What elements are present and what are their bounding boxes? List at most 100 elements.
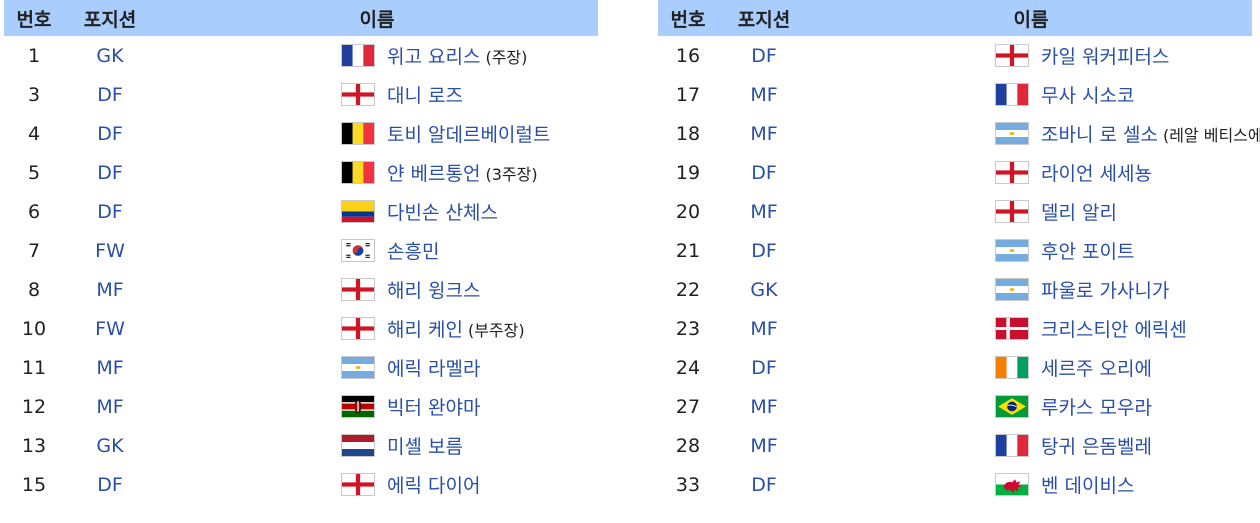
brazil-flag[interactable] — [995, 395, 1029, 418]
player-name-link[interactable]: 토비 알데르베이럴트 — [387, 124, 551, 146]
player-position-link[interactable]: MF — [750, 395, 778, 418]
player-number: 4 — [27, 122, 41, 145]
belgium-flag[interactable] — [341, 161, 375, 184]
player-position-link[interactable]: FW — [95, 317, 125, 340]
denmark-flag[interactable] — [995, 317, 1029, 340]
player-position-link[interactable]: DF — [97, 122, 123, 145]
player-name-link[interactable]: 파울로 가사니가 — [1041, 280, 1170, 302]
england-flag[interactable] — [341, 83, 375, 106]
netherlands-flag[interactable] — [341, 434, 375, 457]
player-position-link[interactable]: MF — [96, 395, 124, 418]
player-name-link[interactable]: 다빈손 산체스 — [387, 202, 498, 224]
player-name-link[interactable]: 위고 요리스 — [387, 46, 481, 68]
argentina-flag[interactable] — [995, 239, 1029, 262]
france-flag[interactable] — [995, 434, 1029, 457]
player-position-link[interactable]: MF — [750, 317, 778, 340]
header-row: 번호 포지션 이름 — [4, 0, 598, 36]
player-name-link[interactable]: 델리 알리 — [1041, 202, 1117, 224]
player-name-link[interactable]: 에릭 라멜라 — [387, 358, 481, 380]
player-position-link[interactable]: GK — [96, 434, 124, 457]
player-position-link[interactable]: GK — [750, 278, 778, 301]
player-number: 22 — [675, 278, 701, 301]
player-row: 17 MF 무사 시소코 — [658, 75, 1252, 114]
player-position-link[interactable]: GK — [96, 44, 124, 67]
player-name-link[interactable]: 얀 베르통언 — [387, 163, 481, 185]
player-name-cell: 다빈손 산체스 — [377, 192, 598, 231]
player-position-link[interactable]: MF — [750, 434, 778, 457]
player-position-link[interactable]: MF — [750, 83, 778, 106]
france-flag[interactable] — [341, 44, 375, 67]
player-name-link[interactable]: 대니 로즈 — [387, 85, 463, 107]
player-name-link[interactable]: 해리 케인 — [387, 319, 463, 341]
player-position-link[interactable]: DF — [97, 161, 123, 184]
player-position-link[interactable]: MF — [750, 200, 778, 223]
player-name-link[interactable]: 해리 윙크스 — [387, 280, 481, 302]
england-flag[interactable] — [995, 200, 1029, 223]
header-name: 이름 — [156, 0, 598, 36]
player-row: 22 GK 파울로 가사니가 — [658, 270, 1252, 309]
nationality-cell — [810, 192, 1031, 231]
player-number: 24 — [675, 356, 701, 379]
wales-flag[interactable] — [995, 473, 1029, 496]
player-name-link[interactable]: 손흥민 — [387, 241, 440, 263]
nationality-cell — [156, 114, 377, 153]
player-position-link[interactable]: DF — [97, 473, 123, 496]
roster-table-left: 번호 포지션 이름 1 GK 위고 요리스 (주장) 3 DF 대니 로즈 4 DF 토비 알데르… — [4, 0, 598, 504]
kenya-flag[interactable] — [341, 395, 375, 418]
player-note: (레알 베티스에서 임대) — [1162, 126, 1260, 145]
header-number: 번호 — [4, 0, 64, 36]
player-position-link[interactable]: DF — [751, 356, 777, 379]
player-name-link[interactable]: 루카스 모우라 — [1041, 397, 1152, 419]
england-flag[interactable] — [341, 473, 375, 496]
player-position-link[interactable]: DF — [751, 239, 777, 262]
player-name-link[interactable]: 라이언 세세뇽 — [1041, 163, 1152, 185]
player-position-link[interactable]: MF — [96, 278, 124, 301]
player-name-cell: 해리 케인 (부주장) — [377, 309, 598, 348]
ivory-coast-flag[interactable] — [995, 356, 1029, 379]
player-name-cell: 벤 데이비스 — [1031, 465, 1252, 504]
argentina-flag[interactable] — [995, 122, 1029, 145]
player-number: 23 — [675, 317, 701, 340]
player-name-link[interactable]: 크리스티안 에릭센 — [1041, 319, 1187, 341]
player-position-link[interactable]: DF — [751, 473, 777, 496]
player-name-link[interactable]: 벤 데이비스 — [1041, 475, 1135, 497]
nationality-cell — [810, 270, 1031, 309]
nationality-cell — [156, 270, 377, 309]
england-flag[interactable] — [341, 317, 375, 340]
nationality-cell — [156, 36, 377, 75]
player-name-link[interactable]: 에릭 다이어 — [387, 475, 481, 497]
player-position-link[interactable]: DF — [97, 83, 123, 106]
player-number: 6 — [27, 200, 41, 223]
player-name-link[interactable]: 카일 워커피터스 — [1041, 46, 1170, 68]
player-row: 18 MF 조바니 로 셀소(레알 베티스에서 임대) — [658, 114, 1260, 153]
colombia-flag[interactable] — [341, 200, 375, 223]
england-flag[interactable] — [341, 278, 375, 301]
player-position-link[interactable]: FW — [95, 239, 125, 262]
player-position-link[interactable]: MF — [750, 122, 778, 145]
nationality-cell — [810, 348, 1031, 387]
player-name-link[interactable]: 빅터 완야마 — [387, 397, 481, 419]
player-position-link[interactable]: DF — [751, 44, 777, 67]
argentina-flag[interactable] — [995, 278, 1029, 301]
player-name-link[interactable]: 무사 시소코 — [1041, 85, 1135, 107]
player-name-link[interactable]: 세르주 오리에 — [1041, 358, 1152, 380]
argentina-flag[interactable] — [341, 356, 375, 379]
nationality-cell — [156, 348, 377, 387]
france-flag[interactable] — [995, 83, 1029, 106]
south-korea-flag[interactable] — [341, 239, 375, 262]
england-flag[interactable] — [995, 44, 1029, 67]
nationality-cell — [810, 426, 1031, 465]
nationality-cell — [810, 231, 1031, 270]
player-name-link[interactable]: 후안 포이트 — [1041, 241, 1135, 263]
player-number: 15 — [21, 473, 47, 496]
player-position-link[interactable]: DF — [97, 200, 123, 223]
belgium-flag[interactable] — [341, 122, 375, 145]
player-row: 6 DF 다빈손 산체스 — [4, 192, 598, 231]
player-position-link[interactable]: DF — [751, 161, 777, 184]
england-flag[interactable] — [995, 161, 1029, 184]
player-position-link[interactable]: MF — [96, 356, 124, 379]
player-name-link[interactable]: 미셸 보름 — [387, 436, 463, 458]
player-name-link[interactable]: 탕귀 은돔벨레 — [1041, 436, 1152, 458]
player-row: 10 FW 해리 케인 (부주장) — [4, 309, 598, 348]
player-name-link[interactable]: 조바니 로 셀소 — [1041, 124, 1158, 146]
